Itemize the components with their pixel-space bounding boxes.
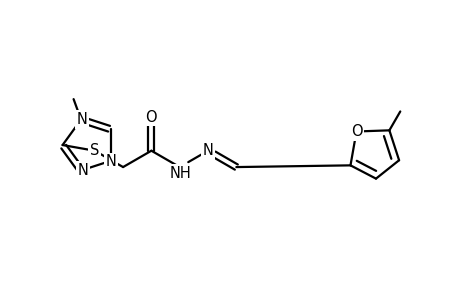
Text: NH: NH xyxy=(169,166,191,181)
Text: N: N xyxy=(105,154,116,169)
Text: N: N xyxy=(77,112,87,127)
Text: O: O xyxy=(350,124,362,139)
Text: O: O xyxy=(145,110,157,124)
Text: N: N xyxy=(202,143,213,158)
Text: S: S xyxy=(90,143,99,158)
Text: N: N xyxy=(78,163,88,178)
